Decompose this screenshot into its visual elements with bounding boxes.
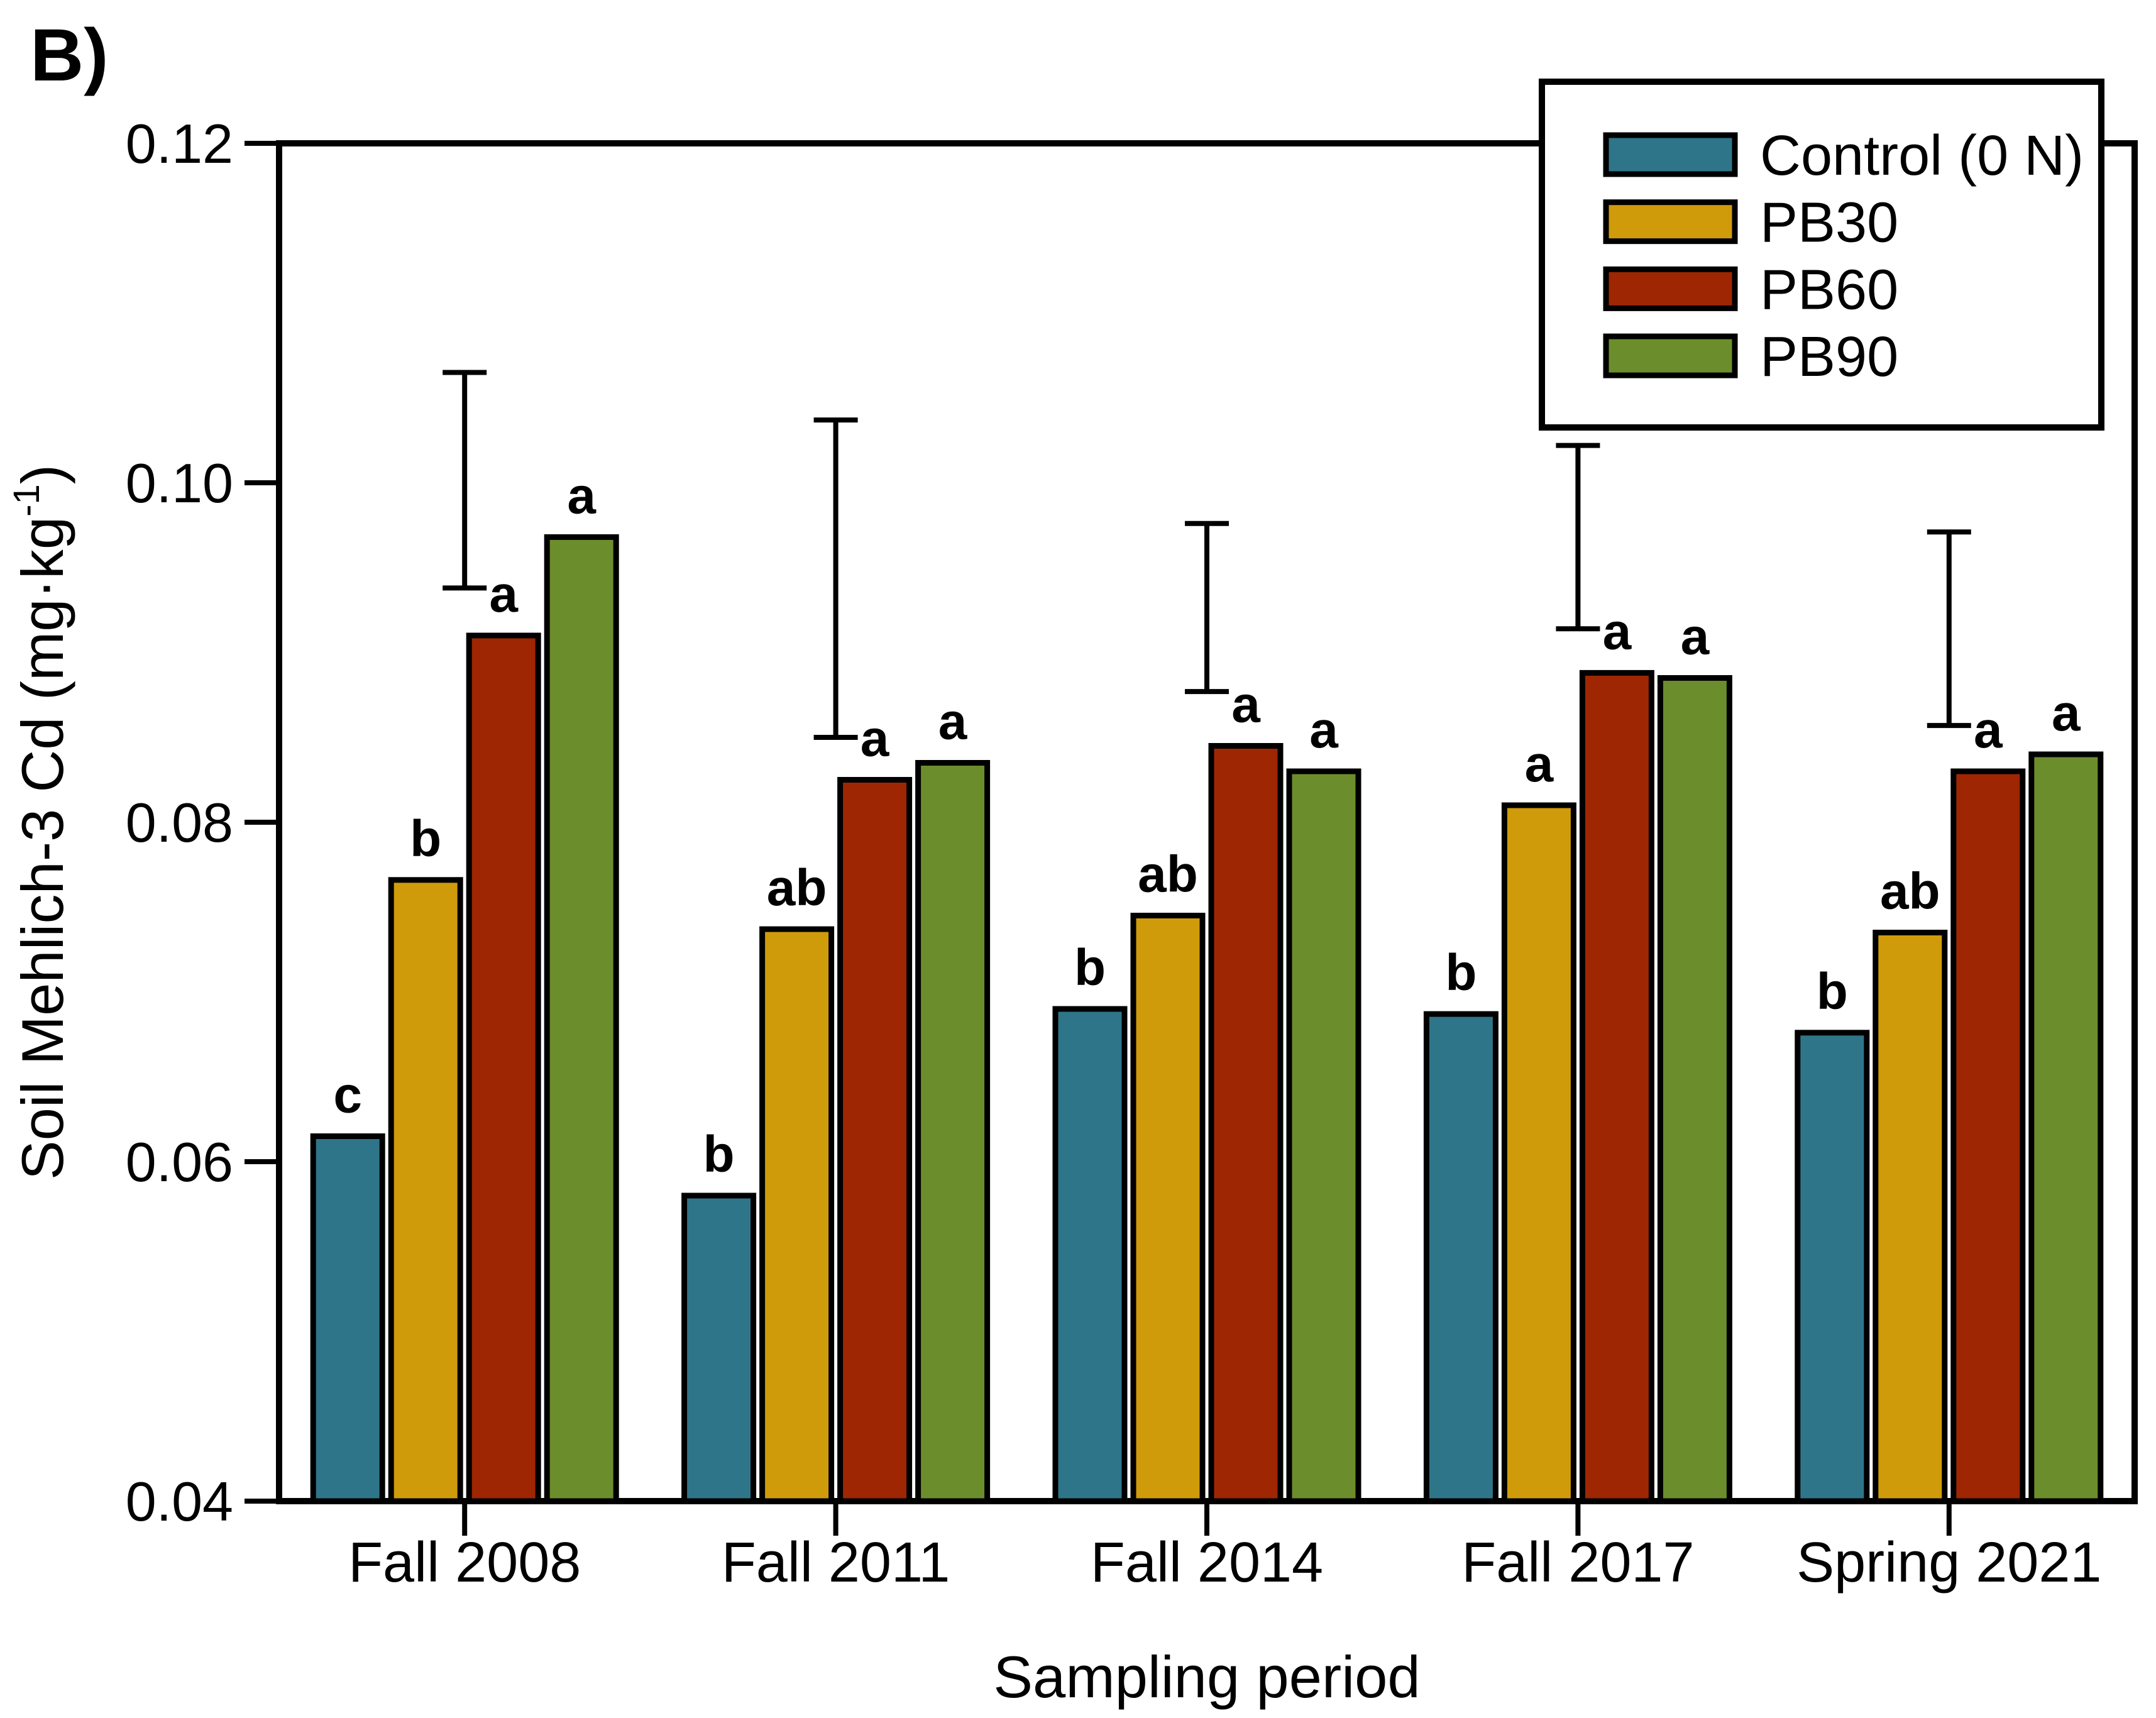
legend-swatch-control-0-n: [1603, 132, 1738, 177]
letter-pb30-spring-2021: ab: [1880, 863, 1940, 920]
legend-item-pb30: PB30: [1603, 192, 1898, 255]
legend-item-pb60: PB60: [1603, 258, 1898, 321]
bar-pb60-spring-2021: [1950, 768, 2026, 1504]
bar-pb60-fall-2014: [1208, 743, 1284, 1504]
bar-pb30-fall-2008: [388, 877, 463, 1504]
letter-control-0-n-fall-2008: c: [333, 1067, 362, 1124]
bar-pb60-fall-2008: [466, 632, 541, 1504]
x-tick-label-fall-2008: Fall 2008: [348, 1531, 581, 1594]
legend-label-pb90: PB90: [1760, 326, 1898, 388]
legend-swatch-pb90: [1603, 333, 1738, 378]
bar-control-0-n-fall-2011: [681, 1192, 757, 1504]
bar-pb90-spring-2021: [2028, 751, 2104, 1504]
letter-pb90-fall-2017: a: [1681, 608, 1710, 666]
letter-pb60-fall-2017: a: [1603, 603, 1632, 660]
letter-pb90-fall-2008: a: [567, 467, 597, 524]
letter-control-0-n-fall-2017: b: [1445, 944, 1477, 1001]
letter-pb60-spring-2021: a: [1974, 702, 2003, 759]
legend-item-pb90: PB90: [1603, 326, 1898, 388]
bar-control-0-n-fall-2008: [310, 1133, 385, 1504]
x-tick-label-fall-2011: Fall 2011: [722, 1531, 950, 1594]
legend-swatch-pb60: [1603, 266, 1738, 311]
bars: [310, 534, 2104, 1504]
letter-pb60-fall-2011: a: [861, 710, 890, 768]
letter-pb30-fall-2014: ab: [1138, 846, 1198, 903]
error-bar-fall-2008: [443, 370, 487, 591]
bar-control-0-n-fall-2017: [1423, 1011, 1499, 1504]
bar-pb30-fall-2011: [759, 926, 835, 1504]
bar-pb90-fall-2014: [1286, 768, 1361, 1504]
bar-control-0-n-fall-2014: [1052, 1006, 1128, 1504]
panel-label: B): [30, 14, 109, 97]
letter-pb60-fall-2014: a: [1231, 676, 1261, 734]
x-tick-label-fall-2017: Fall 2017: [1461, 1531, 1694, 1594]
y-axis-title: Soil Mehlich-3 Cd (mg·kg-1): [6, 465, 75, 1180]
error-bar-fall-2017: [1556, 443, 1600, 632]
x-axis-title: Sampling period: [993, 1644, 1420, 1710]
letter-pb30-fall-2008: b: [410, 810, 441, 867]
bar-pb90-fall-2017: [1657, 675, 1732, 1504]
error-bar-spring-2021: [1927, 529, 1971, 729]
y-tick-label-0.12: 0.12: [126, 113, 233, 175]
legend-item-control-0-n: Control (0 N): [1603, 124, 2084, 187]
letter-control-0-n-fall-2011: b: [703, 1126, 735, 1183]
bar-pb30-fall-2017: [1501, 802, 1576, 1504]
axes: 0.04 0.06 0.08 0.10 0.12 Fall 2008 Fall 2011 Fa…: [126, 113, 2102, 1594]
letter-pb60-fall-2008: a: [489, 566, 519, 623]
bar-pb60-fall-2011: [837, 777, 913, 1504]
letter-pb90-fall-2011: a: [938, 693, 968, 751]
bar-pb30-spring-2021: [1873, 930, 1948, 1504]
y-tick-label-0.06: 0.06: [126, 1131, 233, 1193]
letter-pb90-fall-2014: a: [1309, 702, 1339, 759]
legend-swatch-pb30: [1603, 199, 1738, 245]
error-bars: [443, 370, 1971, 740]
x-tick-label-fall-2014: Fall 2014: [1091, 1531, 1323, 1594]
bar-control-0-n-spring-2021: [1795, 1030, 1870, 1504]
bar-pb30-fall-2014: [1130, 913, 1206, 1504]
x-tick-label-spring-2021: Spring 2021: [1796, 1531, 2101, 1594]
y-tick-label-0.04: 0.04: [126, 1470, 233, 1533]
bar-pb60-fall-2017: [1579, 669, 1654, 1504]
letter-pb30-fall-2011: ab: [767, 859, 827, 917]
letter-pb30-fall-2017: a: [1525, 735, 1554, 793]
error-bar-fall-2011: [813, 417, 858, 740]
bar-pb90-fall-2008: [544, 534, 619, 1504]
letter-pb90-spring-2021: a: [2052, 685, 2081, 742]
letter-control-0-n-spring-2021: b: [1817, 963, 1848, 1020]
letter-control-0-n-fall-2014: b: [1074, 939, 1106, 996]
bar-pb90-fall-2011: [915, 760, 991, 1504]
y-tick-label-0.10: 0.10: [126, 452, 233, 514]
legend-label-control-0-n: Control (0 N): [1760, 124, 2084, 187]
error-bar-fall-2014: [1185, 520, 1229, 695]
legend-label-pb60: PB60: [1760, 258, 1898, 321]
y-tick-label-0.08: 0.08: [126, 791, 233, 854]
legend-label-pb30: PB30: [1760, 192, 1898, 255]
